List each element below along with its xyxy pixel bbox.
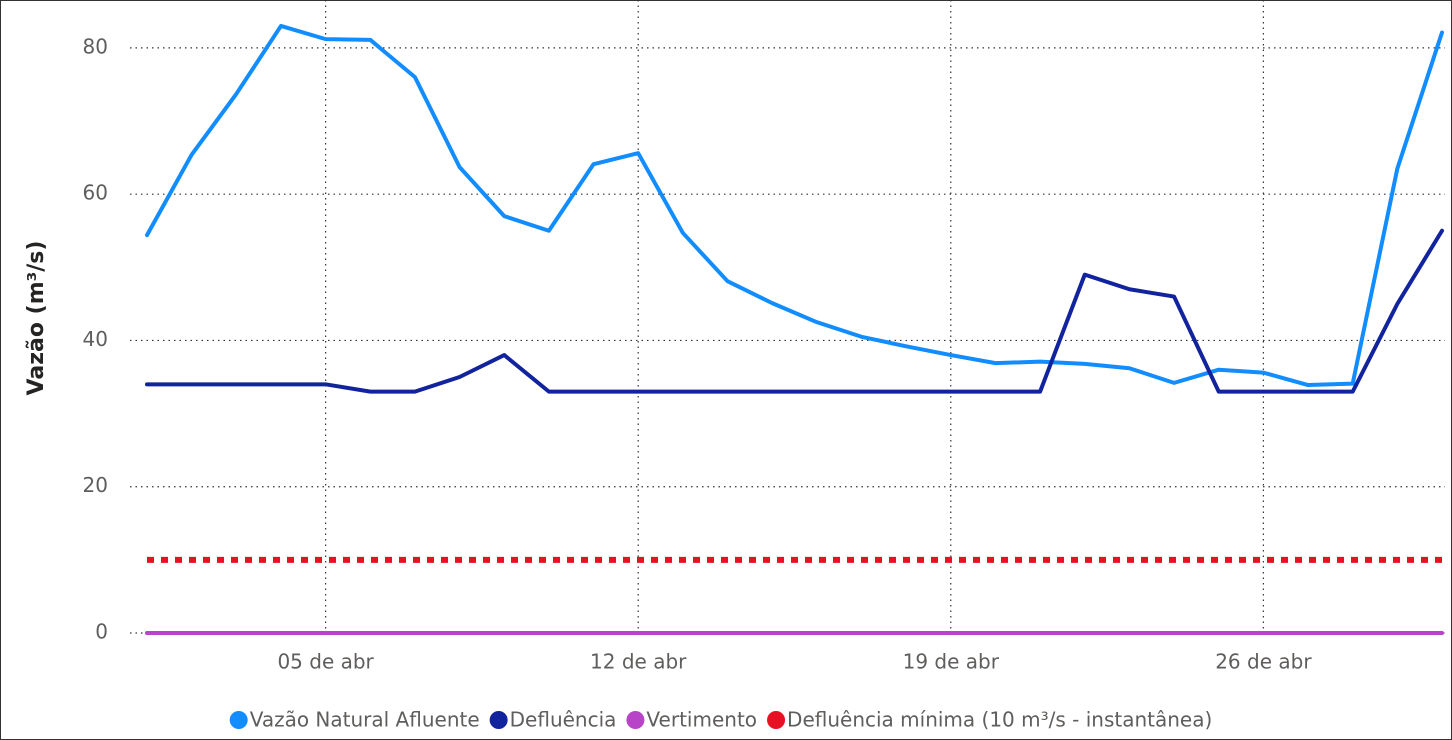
legend: Vazão Natural Afluente Defluência Vertimen… <box>229 708 1212 732</box>
legend-label: Defluência <box>510 708 617 732</box>
legend-marker <box>229 711 248 729</box>
series-line <box>145 228 1444 394</box>
legend-label: Defluência mínima (10 m³/s - instantânea… <box>787 708 1212 732</box>
y-tick-label: 40 <box>83 327 108 351</box>
x-tick-label: 12 de abr <box>590 650 687 674</box>
legend-marker <box>626 711 645 729</box>
legend-marker <box>767 711 786 729</box>
y-tick-label: 80 <box>83 34 108 58</box>
legend-label: Vazão Natural Afluente <box>250 708 480 732</box>
y-tick-label: 20 <box>83 473 108 497</box>
y-tick-label: 0 <box>95 620 108 644</box>
x-tick-label: 26 de abr <box>1215 650 1312 674</box>
y-axis-label: Vazão (m³/s) <box>24 241 49 396</box>
legend-label: Vertimento <box>646 708 757 732</box>
y-tick-label: 60 <box>83 181 108 205</box>
series-line <box>145 23 1444 388</box>
legend-marker <box>489 711 508 729</box>
x-tick-label: 05 de abr <box>277 650 374 674</box>
x-tick-label: 19 de abr <box>903 650 1000 674</box>
